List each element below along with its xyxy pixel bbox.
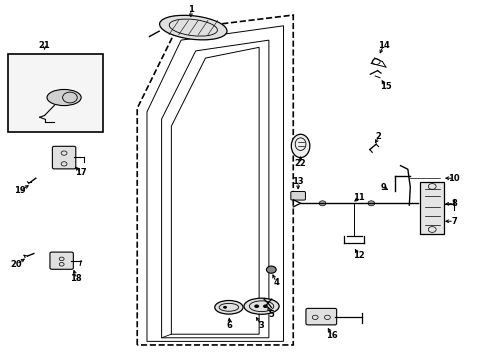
FancyBboxPatch shape (305, 309, 336, 325)
Text: 21: 21 (39, 41, 50, 50)
Text: 6: 6 (226, 321, 232, 330)
Text: 20: 20 (10, 260, 22, 269)
Bar (8, 54, 103, 132)
Circle shape (367, 201, 374, 206)
Text: 1: 1 (187, 5, 193, 14)
Text: 8: 8 (450, 199, 456, 208)
Text: 19: 19 (14, 186, 26, 195)
Text: 11: 11 (352, 193, 364, 202)
Text: 12: 12 (352, 251, 364, 260)
Text: 3: 3 (258, 321, 264, 330)
Ellipse shape (47, 89, 81, 105)
FancyBboxPatch shape (290, 192, 305, 200)
Circle shape (319, 201, 325, 206)
FancyBboxPatch shape (50, 252, 73, 269)
Text: 9: 9 (380, 183, 386, 192)
Circle shape (266, 266, 276, 273)
Ellipse shape (214, 301, 243, 314)
Text: 17: 17 (75, 168, 87, 177)
Ellipse shape (244, 298, 279, 314)
Text: 7: 7 (450, 217, 456, 226)
Text: 10: 10 (447, 174, 459, 183)
Text: 16: 16 (325, 332, 338, 341)
Circle shape (254, 305, 259, 308)
Ellipse shape (159, 15, 226, 40)
Text: 22: 22 (294, 159, 306, 168)
Text: 13: 13 (292, 177, 304, 186)
Text: 4: 4 (273, 278, 279, 287)
Circle shape (263, 305, 267, 308)
FancyBboxPatch shape (52, 146, 76, 169)
Circle shape (223, 306, 226, 309)
Text: 2: 2 (375, 132, 381, 141)
Text: 14: 14 (377, 41, 388, 50)
Polygon shape (419, 182, 444, 234)
Text: 15: 15 (379, 82, 391, 91)
Ellipse shape (291, 134, 309, 158)
Text: 5: 5 (268, 310, 274, 319)
Text: 18: 18 (70, 274, 82, 283)
